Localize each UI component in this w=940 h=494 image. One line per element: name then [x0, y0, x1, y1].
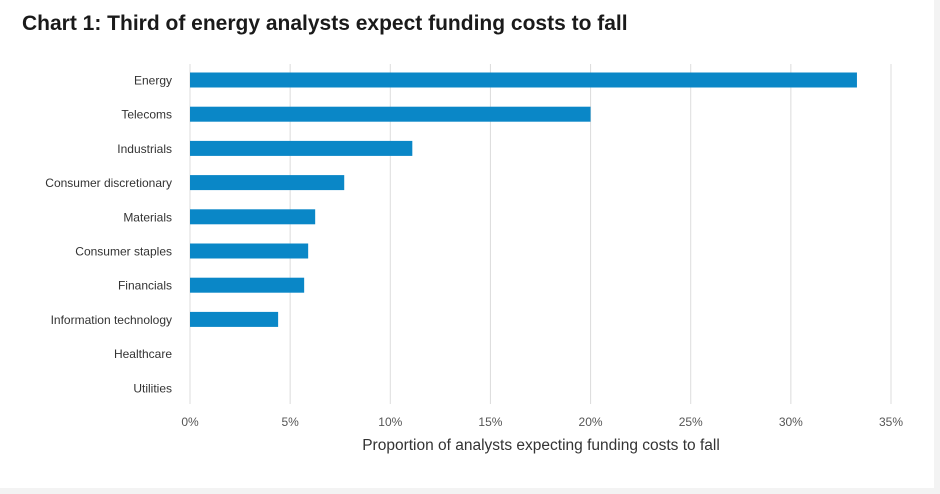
category-label: Utilities — [133, 381, 172, 395]
bars — [190, 72, 857, 327]
bar — [190, 243, 309, 259]
x-tick-label: 35% — [879, 415, 903, 429]
x-tick-label: 15% — [478, 415, 502, 429]
category-label: Energy — [134, 74, 172, 88]
category-label: Consumer discretionary — [45, 176, 172, 190]
x-tick-label: 10% — [378, 415, 402, 429]
bar — [190, 277, 305, 293]
x-tick-label: 0% — [181, 415, 199, 429]
category-label: Financials — [118, 279, 172, 293]
gridlines — [189, 64, 892, 404]
bar — [190, 311, 279, 327]
x-tick-label: 5% — [281, 415, 299, 429]
category-label: Telecoms — [121, 108, 172, 122]
x-tick-label: 20% — [579, 415, 603, 429]
category-label: Healthcare — [114, 347, 172, 361]
x-tick-label: 30% — [779, 415, 803, 429]
category-label: Information technology — [51, 313, 172, 327]
chart-title: Chart 1: Third of energy analysts expect… — [22, 12, 628, 35]
bar — [190, 72, 857, 88]
bar — [190, 106, 591, 122]
bar — [190, 175, 345, 191]
x-tick-label: 25% — [679, 415, 703, 429]
x-axis-label: Proportion of analysts expecting funding… — [362, 437, 720, 454]
category-label: Materials — [123, 210, 172, 224]
bar — [190, 209, 316, 225]
category-label: Industrials — [117, 142, 172, 156]
category-labels: Energy Telecoms Industrials Consumer discre… — [45, 74, 172, 396]
x-tick-labels: 0% 5% 10% 15% 20% 25% 30% 35% — [181, 415, 903, 429]
category-label: Consumer staples — [75, 245, 172, 259]
bar — [190, 140, 413, 156]
